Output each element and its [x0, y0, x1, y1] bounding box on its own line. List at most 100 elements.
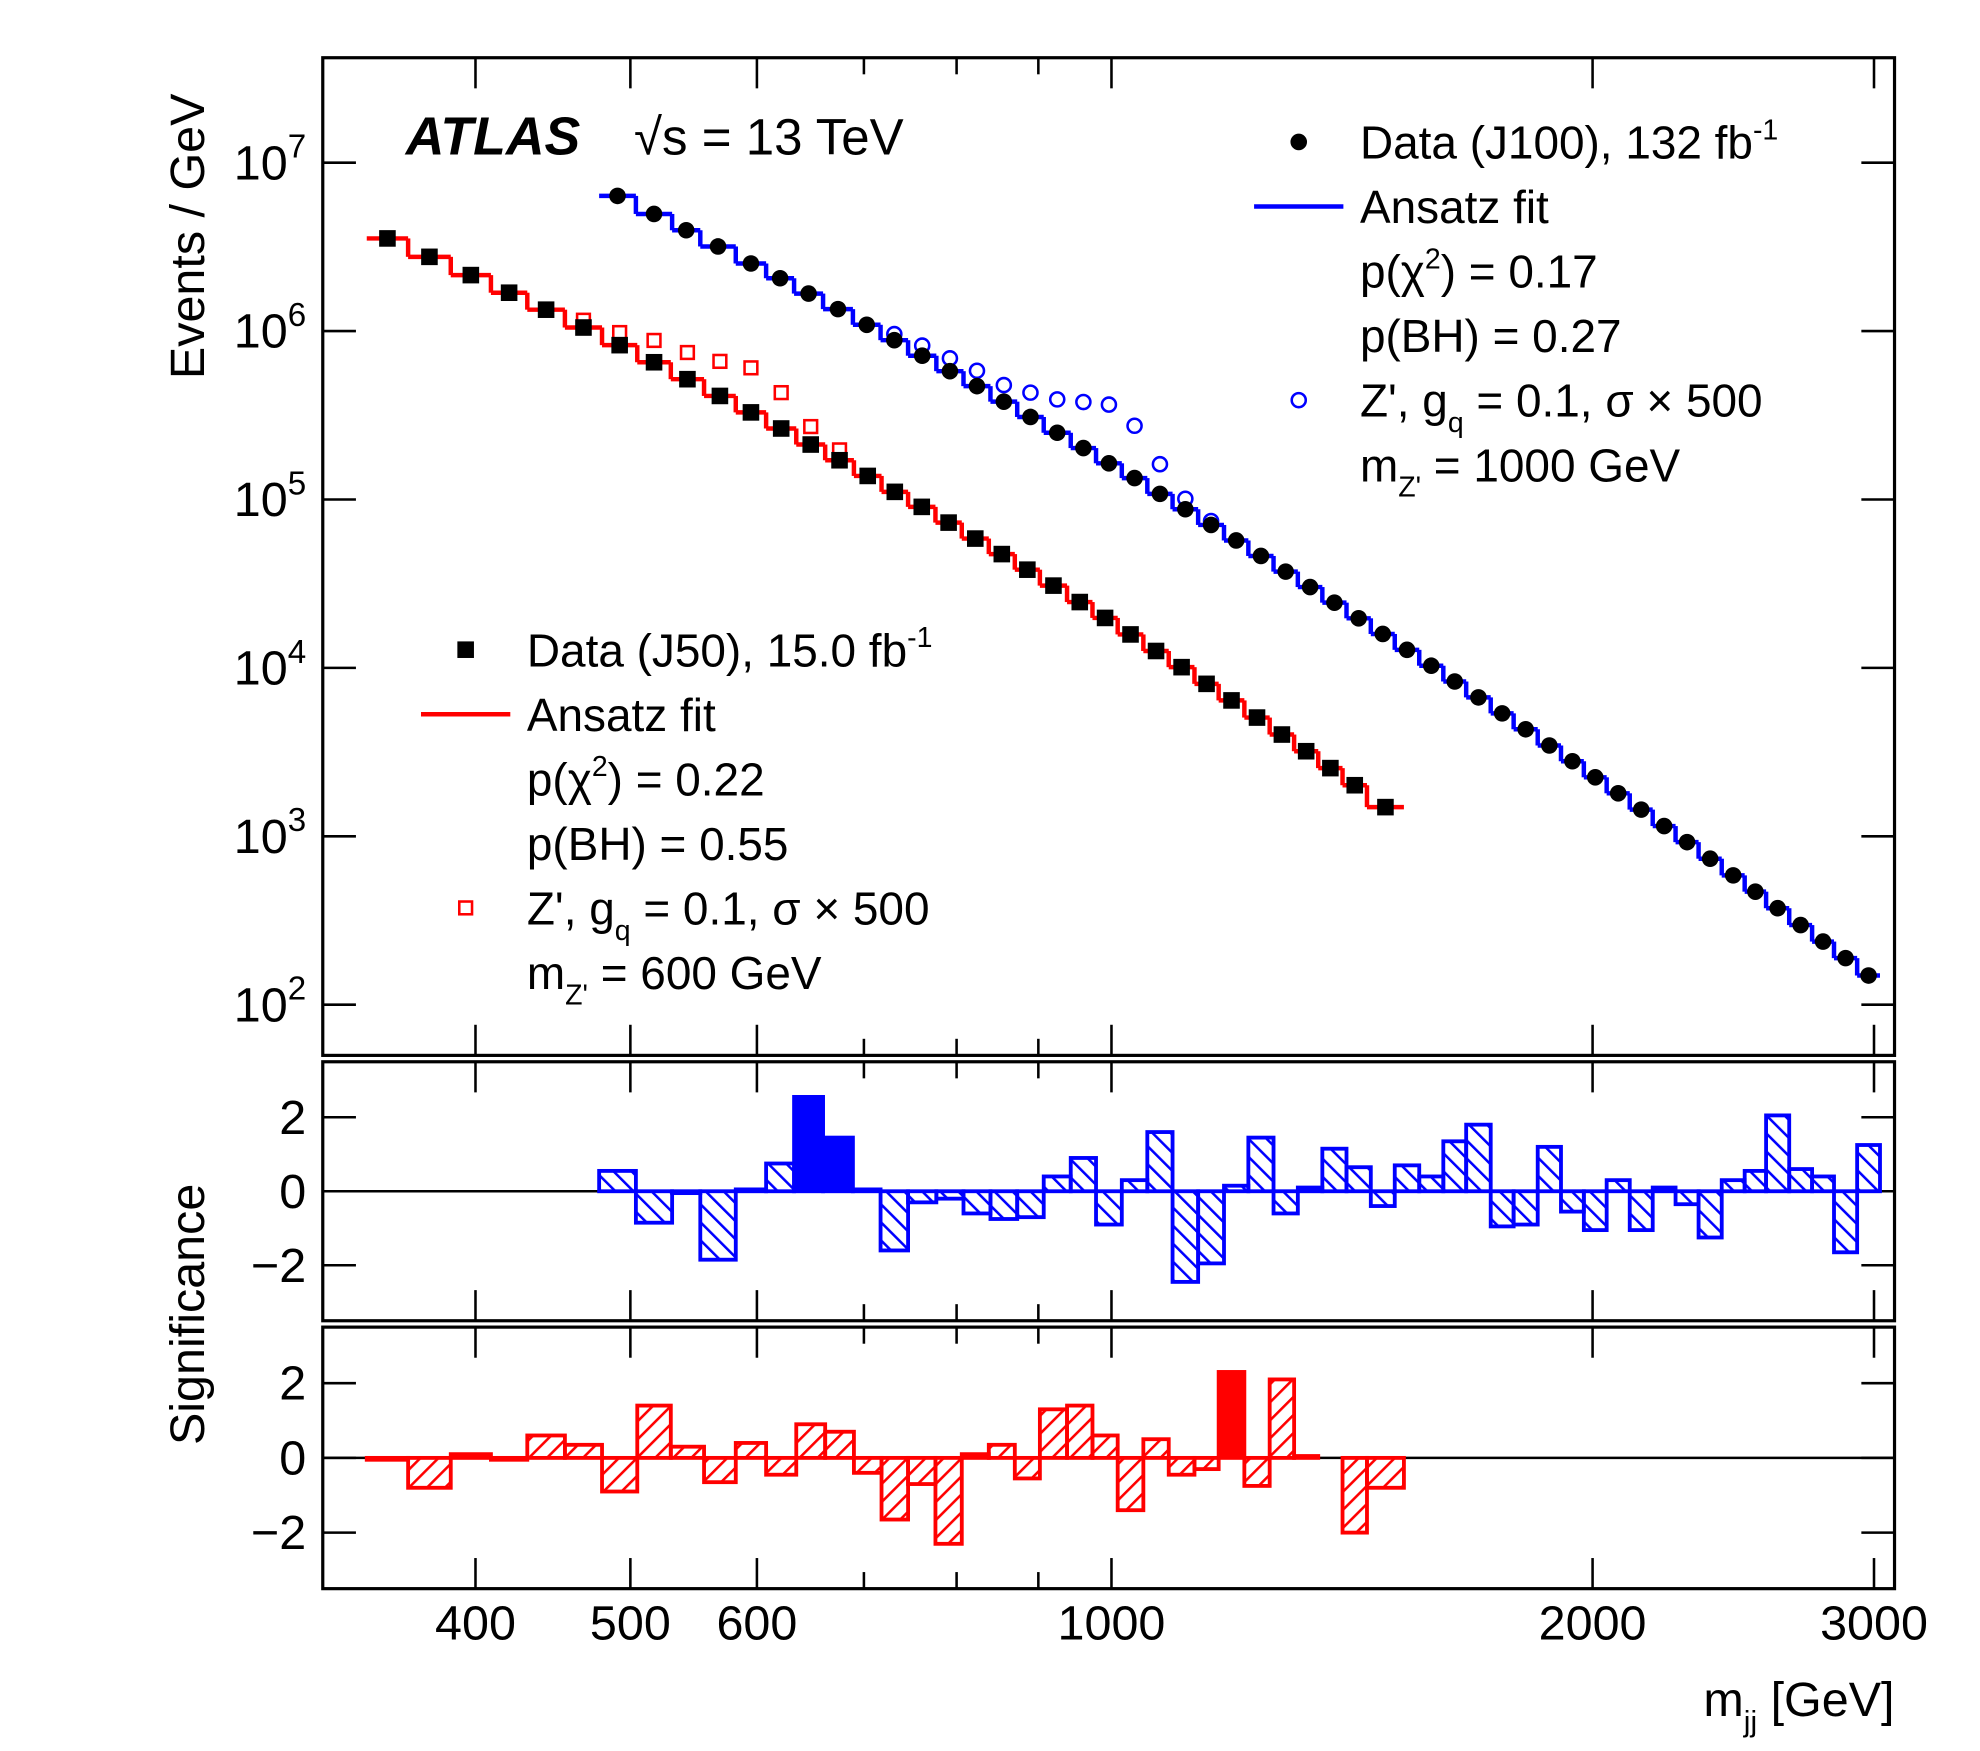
significance-bar [1764, 1113, 1792, 1194]
y-tick-exponent: 6 [288, 297, 306, 334]
significance-bar [792, 1094, 825, 1194]
y-tick-label: 2 [279, 1091, 306, 1145]
signal-marker [968, 362, 986, 380]
signal-marker [1126, 417, 1143, 435]
data-marker [1022, 408, 1039, 426]
signal-marker [679, 344, 696, 361]
significance-bar [1511, 1189, 1540, 1227]
text-run: p(χ [527, 753, 592, 805]
data-marker [829, 300, 847, 318]
data-marker [1019, 561, 1036, 578]
data-marker [1564, 752, 1581, 770]
y-tick-base: 10 [234, 641, 288, 695]
data-marker [1177, 500, 1194, 518]
data-marker [1814, 933, 1832, 950]
text-run: p(χ [1360, 246, 1425, 298]
data-marker [1223, 692, 1240, 709]
y-tick-base: −2 [251, 1506, 306, 1560]
significance-bar [1037, 1407, 1069, 1460]
significance-bar [562, 1442, 604, 1460]
data-marker [771, 269, 789, 287]
significance-bar [633, 1189, 675, 1225]
significance-bar [364, 1455, 411, 1462]
x-tick-label: 400 [435, 1597, 516, 1651]
significance-bar [764, 1161, 796, 1194]
significance-bar [1719, 1178, 1747, 1194]
data-marker [1346, 776, 1364, 794]
data-marker [1326, 594, 1343, 611]
significance-bar [1417, 1174, 1446, 1194]
significance-bar [733, 1187, 769, 1194]
significance-bar [670, 1189, 703, 1196]
significance-bar [1222, 1183, 1251, 1194]
data-marker [1100, 455, 1118, 472]
text-run: Data (J100), 132 fb [1360, 117, 1753, 169]
y-tick-exponent: 5 [288, 465, 306, 502]
significance-bar [1581, 1189, 1609, 1233]
data-marker [913, 347, 931, 365]
significance-bar [1115, 1455, 1146, 1513]
text-run: p(BH) = 0.55 [527, 818, 789, 870]
text-run: q [1448, 407, 1464, 439]
legend-text: Data (J50), 15.0 fb-1 [527, 622, 933, 676]
y-tick-label: −2 [251, 1506, 306, 1560]
data-marker [1655, 817, 1673, 835]
legend-text: mZ' = 600 GeV [527, 947, 822, 1011]
x-axis-label: mjj [GeV] [1703, 1673, 1894, 1738]
data-marker [1350, 610, 1367, 627]
significance-bar [1340, 1455, 1369, 1535]
data-marker [800, 285, 817, 302]
data-marker [886, 331, 903, 349]
y-tick-exponent: 4 [288, 634, 306, 671]
text-run: -1 [907, 622, 932, 654]
signal-marker [1075, 393, 1092, 411]
significance-bar [823, 1429, 856, 1460]
data-marker [993, 545, 1011, 563]
text-run: jj [1743, 1706, 1757, 1739]
significance-bar [1267, 1377, 1297, 1460]
data-marker [995, 393, 1013, 410]
y-tick-base: 2 [279, 1091, 306, 1145]
text-run: Z' [565, 979, 588, 1011]
data-marker [1422, 657, 1440, 675]
significance-bar [1145, 1130, 1175, 1194]
significance-bar [821, 1135, 855, 1194]
y-tick-label: 104 [234, 634, 306, 696]
legend-text: Data (J100), 132 fb-1 [1360, 114, 1778, 168]
significance-bar [698, 1189, 738, 1262]
data-marker [1096, 609, 1114, 627]
data-marker [1678, 833, 1696, 851]
data-marker [1632, 801, 1650, 818]
data-marker [913, 498, 931, 516]
data-marker [802, 436, 820, 453]
significance-bar [1392, 1163, 1422, 1194]
significance-bar [1673, 1189, 1701, 1207]
data-marker [1126, 469, 1143, 487]
text-run: m [527, 947, 565, 999]
data-marker [1075, 439, 1092, 457]
data-marker [709, 238, 727, 255]
y-tick-exponent: 2 [288, 971, 306, 1008]
significance-bar [879, 1455, 910, 1522]
legend-text: p(χ2) = 0.17 [1360, 243, 1598, 297]
data-marker [1202, 516, 1220, 534]
signal-marker [1151, 455, 1169, 473]
significance-bar [1141, 1437, 1171, 1460]
y-tick-label: 106 [234, 297, 306, 359]
text-run: ) = 0.17 [1441, 246, 1598, 298]
data-marker [1609, 785, 1627, 802]
data-marker [537, 301, 555, 318]
data-marker [1151, 485, 1169, 503]
significance-bar [1559, 1189, 1586, 1214]
signal-marker [1048, 391, 1066, 408]
data-marker [1747, 883, 1764, 900]
energy-label: √s = 13 TeV [634, 109, 904, 166]
significance-bar [1015, 1189, 1046, 1220]
significance-bar [597, 1168, 638, 1194]
x-tick-label: 2000 [1539, 1597, 1647, 1651]
significance-bar [1365, 1455, 1406, 1490]
significance-bar [1216, 1370, 1247, 1460]
plot-frame [321, 56, 1897, 1057]
significance-bar [1192, 1455, 1221, 1472]
